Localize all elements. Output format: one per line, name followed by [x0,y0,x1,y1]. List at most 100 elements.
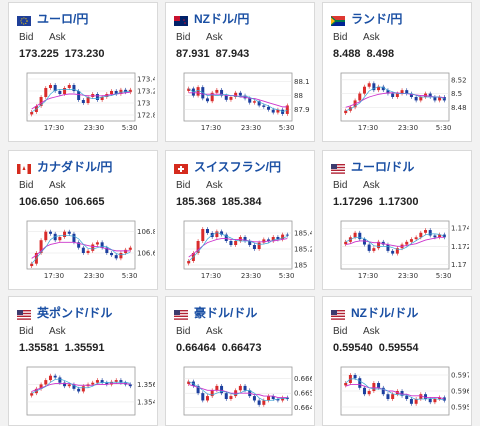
rate-card[interactable]: カナダドル/円 Bid Ask 106.650 106.665 106.8 106.6… [8,150,158,290]
candle [44,88,48,97]
candle [367,83,371,87]
candle [63,382,67,387]
bid-value: 1.35581 [19,342,59,354]
y-tick-label: 185.4 [294,230,312,238]
rate-card[interactable]: 英ポンド/ドル Bid Ask 1.35581 1.35591 1.356 1.354 [8,296,158,426]
y-tick-label: 8.5 [451,90,462,98]
candle [53,233,57,241]
candle [48,375,52,381]
ask-label: Ask [206,180,223,191]
candle [77,91,81,100]
candle [405,395,409,399]
x-tick-label: 5:30 [122,124,138,132]
short-moving-average-line [345,233,445,250]
card-title[interactable]: カナダドル/円 [17,159,113,174]
candle [53,375,57,378]
candle [386,90,390,94]
currency-pair-label[interactable]: ランド/円 [351,11,403,26]
currency-pair-label[interactable]: ユーロ/ドル [351,159,415,174]
candle [433,399,437,403]
currency-pair-label[interactable]: NZドル/ドル [351,305,419,320]
candle [419,97,423,101]
currency-pair-label[interactable]: NZドル/円 [194,11,250,26]
rate-card[interactable]: NZドル/ドル Bid Ask 0.59540 0.59554 0.597 0.596… [322,296,472,426]
candle [205,229,209,233]
price-chart[interactable]: 8.52 8.5 8.48 17:30 23:30 5:30 [331,69,469,135]
price-chart[interactable]: 173.4 173.2 173 172.8 17:30 23:30 5:30 [17,69,155,135]
candle [358,378,362,388]
candle [95,380,99,383]
au-flag-icon [174,307,188,320]
bid-value: 1.17296 [333,196,373,208]
candle [114,91,118,94]
candle [39,384,43,389]
card-title[interactable]: ランド/円 [331,11,403,26]
ask-label: Ask [206,326,223,337]
candle [110,253,114,256]
card-title[interactable]: ユーロ/円 [17,11,89,26]
currency-pair-label[interactable]: 豪ドル/ドル [194,305,258,320]
candle [215,385,219,391]
candle [229,97,233,100]
x-tick-label: 17:30 [201,124,221,132]
candle [442,97,446,101]
price-chart[interactable]: 0.666 0.665 0.664 [174,363,312,426]
y-tick-label: 88 [294,92,303,100]
moving-average-line [188,238,288,258]
card-title[interactable]: スイスフラン/円 [174,159,281,174]
bid-value: 0.59540 [333,342,373,354]
candle [344,383,348,386]
price-chart[interactable]: 1.174 1.172 1.17 17:30 23:30 5:30 [331,217,469,283]
candle [81,100,85,103]
y-tick-label: 1.172 [451,243,469,251]
currency-pair-label[interactable]: 英ポンド/ドル [37,305,113,320]
card-title[interactable]: 豪ドル/ドル [174,305,258,320]
x-tick-label: 5:30 [279,272,295,280]
ask-label: Ask [49,32,66,43]
currency-pair-label[interactable]: ユーロ/円 [37,11,89,26]
candle [372,83,376,91]
price-chart[interactable]: 1.356 1.354 [17,363,155,426]
candle [252,396,256,401]
price-chart[interactable]: 88.1 88 87.9 17:30 23:30 5:30 [174,69,312,135]
candle [414,399,418,404]
price-chart[interactable]: 185.4 185.2 185 17:30 23:30 5:30 [174,217,312,283]
candle [95,242,99,245]
card-title[interactable]: NZドル/円 [174,11,250,26]
candle [395,93,399,97]
candle [386,244,390,251]
currency-pair-label[interactable]: カナダドル/円 [37,159,113,174]
card-title[interactable]: ユーロ/ドル [331,159,415,174]
y-tick-label: 0.597 [451,372,469,380]
y-tick-label: 8.52 [451,76,467,84]
candle [267,239,271,241]
card-title[interactable]: NZドル/ドル [331,305,419,320]
bid-value: 8.488 [333,48,361,60]
candle [276,237,280,240]
candle [95,94,99,100]
y-tick-label: 173.4 [137,76,155,84]
x-tick-label: 17:30 [44,124,64,132]
rate-card[interactable]: ランド/円 Bid Ask 8.488 8.498 8.52 8.5 8.48 17:30… [322,2,472,142]
rate-card[interactable]: NZドル/円 Bid Ask 87.931 87.943 88.1 88 87.9 17:… [165,2,315,142]
candle [105,247,109,253]
ask-label: Ask [363,326,380,337]
price-chart[interactable]: 0.597 0.596 0.595 [331,363,469,426]
candle [67,231,71,234]
y-tick-label: 0.664 [294,404,312,412]
price-chart[interactable]: 106.8 106.6 17:30 23:30 5:30 [17,217,155,283]
candle [377,86,381,91]
moving-average-line [31,91,131,110]
bid-ask-labels: Bid Ask [19,32,79,43]
card-title[interactable]: 英ポンド/ドル [17,305,113,320]
candle [114,380,118,382]
bid-ask-labels: Bid Ask [176,32,236,43]
candle [428,230,432,236]
y-tick-label: 106.8 [137,228,155,236]
candle [77,242,81,248]
currency-pair-label[interactable]: スイスフラン/円 [194,159,281,174]
